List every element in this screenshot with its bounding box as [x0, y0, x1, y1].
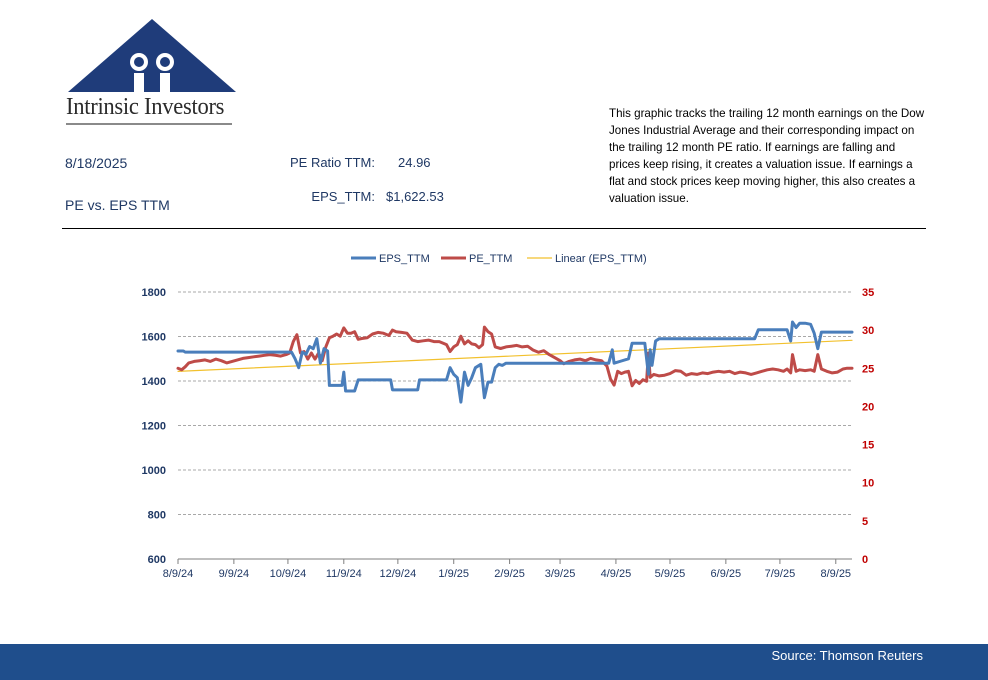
report-subtitle: PE vs. EPS TTM: [65, 197, 170, 213]
source-label: Source: Thomson Reuters: [771, 648, 924, 663]
x-tick-label: 10/9/24: [270, 568, 307, 580]
x-tick-label: 2/9/25: [494, 568, 525, 580]
y-right-tick-label: 15: [862, 440, 874, 452]
eps-label: EPS_TTM:: [311, 189, 375, 204]
y-left-tick-label: 1200: [142, 421, 166, 433]
x-tick-label: 11/9/24: [326, 568, 362, 580]
logo-underline: [66, 123, 232, 125]
x-tick-label: 8/9/24: [163, 568, 194, 580]
footer-bar: Source: Thomson Reuters: [0, 644, 988, 680]
x-tick-label: 5/9/25: [655, 568, 686, 580]
linear-eps-trend-line: [177, 339, 853, 372]
x-tick-label: 12/9/24: [380, 568, 417, 580]
y-right-tick-label: 35: [862, 287, 874, 299]
y-right-tick-label: 5: [862, 516, 868, 528]
eps-ttm-series-line: [176, 320, 854, 404]
x-tick-label: 7/9/25: [765, 568, 796, 580]
x-tick-label: 9/9/24: [219, 568, 250, 580]
pe-ttm-series-line: [176, 325, 854, 388]
y-right-tick-label: 20: [862, 401, 874, 413]
y-right-tick-label: 0: [862, 554, 868, 566]
x-tick-label: 8/9/25: [820, 568, 851, 580]
pe-ratio-value: 24.96: [398, 155, 431, 170]
legend-label: EPS_TTM: [379, 253, 430, 265]
logo-text: Intrinsic Investors: [66, 94, 225, 120]
y-right-tick-label: 30: [862, 325, 874, 337]
x-tick-label: 6/9/25: [711, 568, 742, 580]
legend-label: Linear (EPS_TTM): [555, 253, 647, 265]
y-left-tick-label: 1000: [142, 465, 166, 477]
report-date: 8/18/2025: [65, 155, 128, 171]
y-right-tick-label: 10: [862, 478, 874, 490]
chart-description: This graphic tracks the trailing 12 mont…: [609, 107, 925, 205]
y-left-tick-label: 800: [148, 510, 166, 522]
y-left-tick-label: 1800: [142, 287, 166, 299]
header-divider: [62, 228, 926, 229]
intrinsic-investors-logo: [68, 19, 236, 92]
eps-value: $1,622.53: [386, 189, 444, 204]
y-left-tick-label: 600: [148, 554, 166, 566]
x-tick-label: 3/9/25: [545, 568, 576, 580]
pe-vs-eps-chart: 600 800 1000 1200 1400 1600 1800 0 5 10 15 20 25 30 35…: [142, 253, 875, 580]
legend-label: PE_TTM: [469, 253, 512, 265]
pe-ratio-label: PE Ratio TTM:: [289, 155, 375, 170]
x-tick-label: 4/9/25: [601, 568, 632, 580]
x-tick-label: 1/9/25: [438, 568, 469, 580]
y-left-tick-label: 1400: [142, 376, 166, 388]
y-left-tick-label: 1600: [142, 332, 166, 344]
y-right-tick-label: 25: [862, 363, 874, 375]
